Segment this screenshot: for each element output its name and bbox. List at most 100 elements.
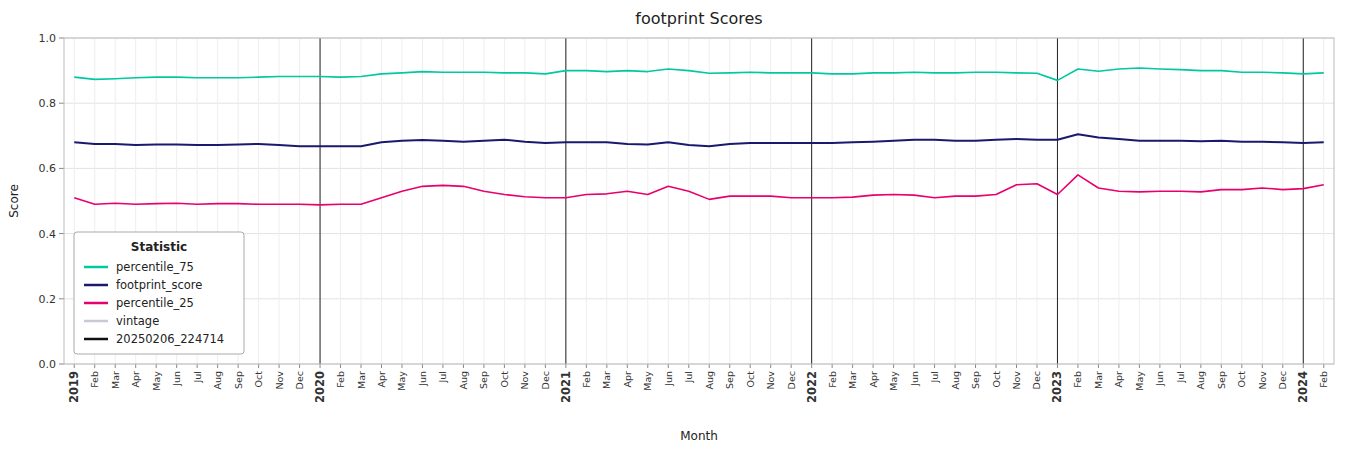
legend-swatch xyxy=(84,338,108,341)
tick-label: Dec xyxy=(1031,371,1042,389)
grid-line xyxy=(463,38,464,364)
tick-label: Sep xyxy=(233,371,244,389)
tick-mark xyxy=(729,364,730,368)
grid-line xyxy=(1159,38,1160,364)
tick-label: Jul xyxy=(437,371,448,383)
tick-mark xyxy=(483,364,484,368)
tick-mark xyxy=(1159,364,1160,368)
legend-label: footprint_score xyxy=(116,278,202,292)
grid-line xyxy=(811,38,812,364)
grid-line xyxy=(586,38,587,364)
grid-line xyxy=(709,38,710,364)
legend-label: percentile_75 xyxy=(116,260,194,274)
series-line xyxy=(74,175,1324,205)
tick-label: 0.8 xyxy=(39,97,57,110)
grid-line xyxy=(442,38,443,364)
grid-line xyxy=(729,38,730,364)
tick-mark xyxy=(135,364,136,368)
plot-frame xyxy=(64,38,1334,364)
tick-mark xyxy=(996,364,997,368)
grid-line xyxy=(1241,38,1242,364)
tick-label: 1.0 xyxy=(39,32,57,45)
tick-mark xyxy=(1262,364,1263,368)
legend-swatch xyxy=(84,284,108,287)
grid-line xyxy=(299,38,300,364)
grid-line xyxy=(64,168,1334,169)
tick-label: May xyxy=(642,371,653,391)
tick-label: 2020 xyxy=(313,371,327,403)
legend-label: 20250206_224714 xyxy=(116,332,224,346)
tick-label: Apr xyxy=(622,371,633,388)
tick-mark xyxy=(832,364,833,368)
tick-mark xyxy=(1282,364,1283,368)
tick-mark xyxy=(238,364,239,368)
grid-line xyxy=(1221,38,1222,364)
tick-mark xyxy=(504,364,505,368)
tick-label: 2019 xyxy=(67,371,81,403)
tick-mark xyxy=(1303,364,1304,368)
tick-label: Oct xyxy=(499,371,510,388)
tick-label: Sep xyxy=(478,371,489,389)
tick-label: 2024 xyxy=(1296,371,1310,403)
grid-line xyxy=(627,38,628,364)
tick-label: Nov xyxy=(274,371,285,390)
tick-mark xyxy=(197,364,198,368)
tick-mark xyxy=(1139,364,1140,368)
tick-mark xyxy=(115,364,116,368)
tick-label: Nov xyxy=(765,371,776,390)
tick-mark xyxy=(1221,364,1222,368)
tick-mark xyxy=(422,364,423,368)
tick-label: Oct xyxy=(991,371,1002,388)
tick-mark xyxy=(279,364,280,368)
tick-label: Oct xyxy=(745,371,756,388)
tick-mark xyxy=(361,364,362,368)
legend: Statisticpercentile_75footprint_scoreper… xyxy=(74,232,244,354)
grid-line xyxy=(504,38,505,364)
tick-label: Apr xyxy=(376,371,387,388)
grid-line xyxy=(64,103,1334,104)
tick-label: May xyxy=(151,371,162,391)
tick-label: Feb xyxy=(827,371,838,388)
tick-label: Jun xyxy=(909,371,920,387)
tick-label: Jul xyxy=(683,371,694,383)
tick-mark xyxy=(59,38,64,39)
grid-line xyxy=(934,38,935,364)
grid-line xyxy=(483,38,484,364)
tick-label: Oct xyxy=(253,371,264,388)
tick-label: Apr xyxy=(868,371,879,388)
tick-mark xyxy=(1036,364,1037,368)
grid-line xyxy=(320,38,321,364)
grid-line xyxy=(1200,38,1201,364)
tick-mark xyxy=(1016,364,1017,368)
title: footprint Scores xyxy=(635,9,762,28)
tick-mark xyxy=(709,364,710,368)
tick-label: Feb xyxy=(89,371,100,388)
tick-label: Jun xyxy=(171,371,182,387)
tick-mark xyxy=(668,364,669,368)
tick-label: 0.2 xyxy=(39,293,57,306)
tick-mark xyxy=(1098,364,1099,368)
grid-line xyxy=(852,38,853,364)
legend-label: vintage xyxy=(116,314,159,328)
grid-line xyxy=(422,38,423,364)
tick-mark xyxy=(1241,364,1242,368)
tick-mark xyxy=(606,364,607,368)
grid-line xyxy=(873,38,874,364)
grid-line xyxy=(524,38,525,364)
series-line xyxy=(74,134,1324,146)
grid-line xyxy=(1323,38,1324,364)
grid-line xyxy=(401,38,402,364)
tick-label: Dec xyxy=(1277,371,1288,389)
grid-line xyxy=(750,38,751,364)
grid-line xyxy=(340,38,341,364)
tick-label: May xyxy=(396,371,407,391)
tick-label: Feb xyxy=(1072,371,1083,388)
series-line xyxy=(74,68,1324,80)
tick-mark xyxy=(1077,364,1078,368)
grid-line xyxy=(996,38,997,364)
tick-mark xyxy=(688,364,689,368)
legend-title: Statistic xyxy=(131,240,187,254)
tick-label: Jul xyxy=(1175,371,1186,383)
tick-mark xyxy=(524,364,525,368)
tick-mark xyxy=(59,298,64,299)
